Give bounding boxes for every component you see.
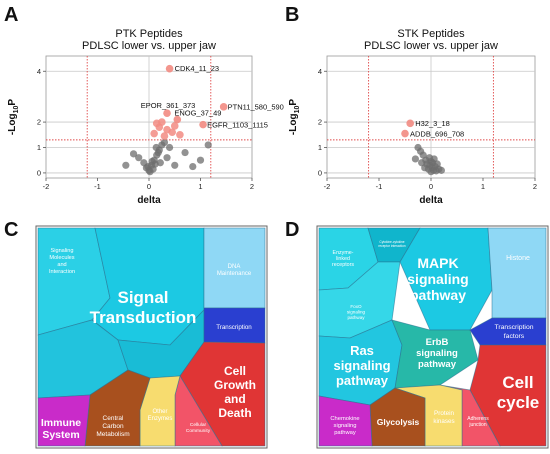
point-annotation: ADDB_696_708 [410,130,464,139]
data-point-significant [158,118,166,126]
tm-c-label-transcription: Transcription [216,324,252,331]
tm-d-label-glycolysis: Glycolysis [377,417,420,427]
tm-d-label-cell-cycle: Cell cycle [497,373,540,412]
y-tick-label: 4 [318,67,322,76]
tm-d-label-chemokine: Chemokine signaling pathway [330,416,359,436]
data-point [171,162,178,169]
y-tick-label: 2 [37,118,41,127]
data-point [130,150,137,157]
y-tick-label: 1 [37,143,41,152]
tm-d-label-protein-kinases: Protein kinases [433,410,454,425]
data-point-labeled [406,120,414,128]
data-point [414,144,421,151]
x-tick-label: -2 [43,182,50,191]
point-annotation: ENOG_37_49 [174,109,221,118]
plot-a-xlabel: delta [137,195,161,206]
data-point-labeled [163,109,171,117]
data-point [189,163,196,170]
point-annotation: CDK4_11_23 [175,64,219,73]
plot-a-nonsignificant-points [122,139,212,175]
tm-d-label-adherens: Adherens junction [467,416,489,428]
y-tick-label: 0 [37,168,41,177]
data-point [148,158,155,165]
data-point-labeled [166,65,174,73]
tm-d-histone [488,228,546,318]
x-tick-label: 2 [250,182,254,191]
data-point [122,162,129,169]
y-tick-label: 0 [318,168,322,177]
data-point [163,154,170,161]
data-point-significant [150,130,158,138]
data-point-significant [176,131,184,139]
data-point [161,139,168,146]
point-annotation: EGFR_1103_1115 [207,121,268,130]
tm-d-label-histone: Histone [506,255,530,262]
data-point [205,141,212,148]
plot-a-title: PTK Peptides [115,28,183,40]
data-point [438,167,445,174]
data-point [157,159,164,166]
plot-b-subtitle: PDLSC lower vs. upper jaw [364,40,498,52]
data-point [418,159,425,166]
plot-b-ylabel: -Log10P [288,99,301,135]
data-point [412,155,419,162]
x-tick-label: 2 [533,182,537,191]
tm-c-label-immune-system: Immune System [41,417,81,441]
x-tick-label: 0 [147,182,151,191]
data-point [153,144,160,151]
x-tick-label: -2 [324,182,331,191]
panel-letter-a: A [4,4,18,26]
panel-letter-d: D [285,219,299,241]
plot-b-xlabel: delta [419,195,443,206]
y-tick-label: 1 [318,143,322,152]
point-annotation: PTN11_580_590 [228,102,284,111]
x-tick-label: -1 [376,182,383,191]
data-point [166,144,173,151]
volcano-plot-ptk: PTK Peptides PDLSC lower vs. upper jaw C… [7,28,284,206]
treemap-kinase-pathways: Enzyme-linked receptors Cytokine-cytokine… [317,226,548,448]
data-point [181,149,188,156]
plot-b-title: STK Peptides [397,28,465,40]
y-tick-label: 4 [37,67,41,76]
panel-letter-b: B [285,4,299,26]
x-tick-label: 1 [481,182,485,191]
tm-d-label-cytokine: Cytokine-cytokine receptor interaction [378,240,406,248]
data-point-significant [161,132,169,140]
data-point-labeled [199,121,207,129]
x-tick-label: 0 [429,182,433,191]
panel-letter-c: C [4,219,18,241]
volcano-plot-stk: STK Peptides PDLSC lower vs. upper jaw H… [288,28,537,206]
treemap-kinase-classes: Signaling Molecules and Interaction Signal T… [36,226,267,448]
point-annotation: H32_3_18 [415,119,450,128]
x-tick-label: 1 [198,182,202,191]
y-tick-label: 2 [318,118,322,127]
data-point [431,155,438,162]
data-point-labeled [401,130,409,138]
plot-b-nonsignificant-points [412,144,445,175]
data-point [197,157,204,164]
x-tick-label: -1 [94,182,101,191]
plot-a-ylabel: -Log10P [7,99,20,135]
plot-a-subtitle: PDLSC lower vs. upper jaw [82,40,216,52]
